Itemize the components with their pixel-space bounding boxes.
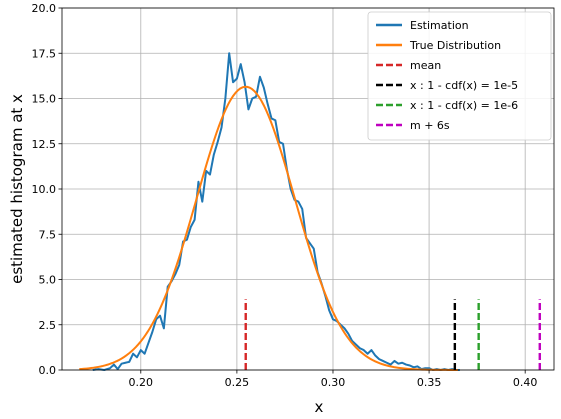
- y-tick-label: 15.0: [32, 93, 57, 106]
- y-tick-label: 12.5: [32, 138, 57, 151]
- x-tick-label: 0.20: [129, 376, 154, 389]
- y-tick-label: 0.0: [39, 364, 57, 377]
- legend-label-x-1-cdf-x-1e-5: x : 1 - cdf(x) = 1e-5: [410, 79, 518, 92]
- legend-label-estimation: Estimation: [410, 19, 469, 32]
- legend-label-x-1-cdf-x-1e-6: x : 1 - cdf(x) = 1e-6: [410, 99, 518, 112]
- legend-label-true-distribution: True Distribution: [409, 39, 501, 52]
- x-tick-label: 0.40: [513, 376, 538, 389]
- legend: Estimation True Distribution mean x : 1 - c…: [367, 11, 552, 141]
- x-axis-label: x: [315, 398, 324, 416]
- x-tick-label: 0.35: [417, 376, 442, 389]
- series-line-estimation: [92, 52, 460, 371]
- x-tick-label: 0.30: [321, 376, 346, 389]
- y-tick-label: 10.0: [32, 183, 57, 196]
- x-tick-label: 0.25: [225, 376, 250, 389]
- legend-box: [367, 11, 552, 141]
- y-axis-label: estimated histogram at x: [8, 94, 26, 284]
- legend-label-m-6s: m + 6s: [410, 119, 450, 132]
- y-tick-label: 7.5: [39, 228, 57, 241]
- x-ticks: 0.20 0.25 0.30 0.35 0.40: [129, 370, 538, 389]
- series-line-true-distribution: [79, 85, 458, 371]
- y-tick-label: 17.5: [32, 47, 57, 60]
- y-tick-label: 2.5: [39, 319, 57, 332]
- y-tick-label: 20.0: [32, 2, 57, 15]
- legend-label-mean: mean: [410, 59, 441, 72]
- series-layer: [79, 52, 541, 371]
- y-ticks: 0.0 2.5 5.0 7.5 10.0 12.5 15.0 17.5 20.0: [32, 2, 62, 377]
- y-tick-label: 5.0: [39, 274, 57, 287]
